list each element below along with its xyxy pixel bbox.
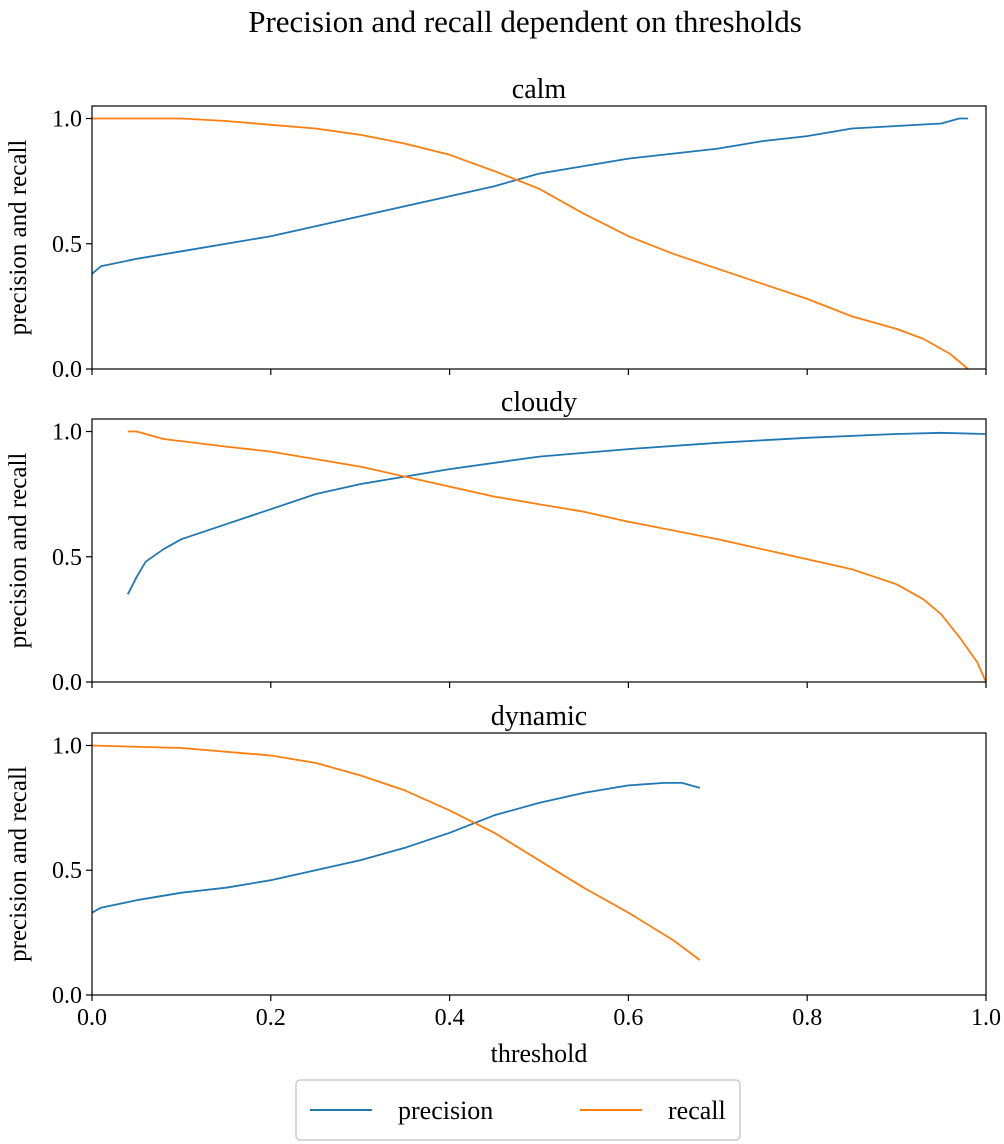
plot-frame (91, 105, 987, 370)
x-tick-label: 0.4 (435, 1005, 465, 1031)
panel-title: calm (512, 74, 567, 105)
y-axis-label: precision and recall (5, 766, 32, 962)
y-tick-label: 0.5 (52, 232, 82, 258)
y-tick-label: 0.5 (52, 858, 82, 884)
x-tick-label: 1.0 (971, 1005, 1001, 1031)
legend-box (295, 1079, 741, 1141)
y-tick-label: 1.0 (52, 733, 82, 759)
y-tick-label: 0.0 (52, 983, 82, 1009)
y-tick-label: 0.0 (52, 357, 82, 383)
series-precision-line (126, 431, 986, 595)
panel-calm: calm precision and recall 0.0 0.5 1.0 (5, 74, 987, 383)
series-recall-line (91, 744, 701, 961)
x-tick-label: 0.8 (792, 1005, 822, 1031)
y-tick-label: 1.0 (52, 107, 82, 133)
legend-precision-label: precision (398, 1096, 493, 1125)
panel-cloudy: cloudy precision and recall 0.0 0.5 1.0 (5, 387, 987, 696)
panel-title: dynamic (491, 701, 587, 732)
plot-frame (91, 418, 987, 683)
y-tick-label: 0.0 (52, 670, 82, 696)
series-recall-line (127, 430, 987, 683)
y-tick-label: 1.0 (52, 420, 82, 446)
series-precision-line (91, 117, 969, 275)
plot-frame (91, 732, 987, 996)
x-axis-label: threshold (491, 1039, 588, 1068)
x-tick-label: 0.2 (256, 1005, 286, 1031)
series-precision-line (91, 782, 701, 914)
legend-recall-label: recall (668, 1096, 726, 1125)
x-tick-label: 0.0 (77, 1005, 107, 1031)
panel-dynamic: dynamic precision and recall 0.0 0.5 1.0 0.0 0… (5, 701, 1001, 1031)
chart-title: Precision and recall dependent on thresh… (248, 4, 802, 39)
panel-title: cloudy (501, 387, 577, 418)
series-recall-line (92, 117, 969, 370)
x-tick-label: 0.6 (613, 1005, 643, 1031)
y-axis-label: precision and recall (5, 453, 32, 649)
y-tick-label: 0.5 (52, 545, 82, 571)
y-axis-label: precision and recall (5, 140, 32, 336)
legend: precision recall (295, 1079, 741, 1141)
